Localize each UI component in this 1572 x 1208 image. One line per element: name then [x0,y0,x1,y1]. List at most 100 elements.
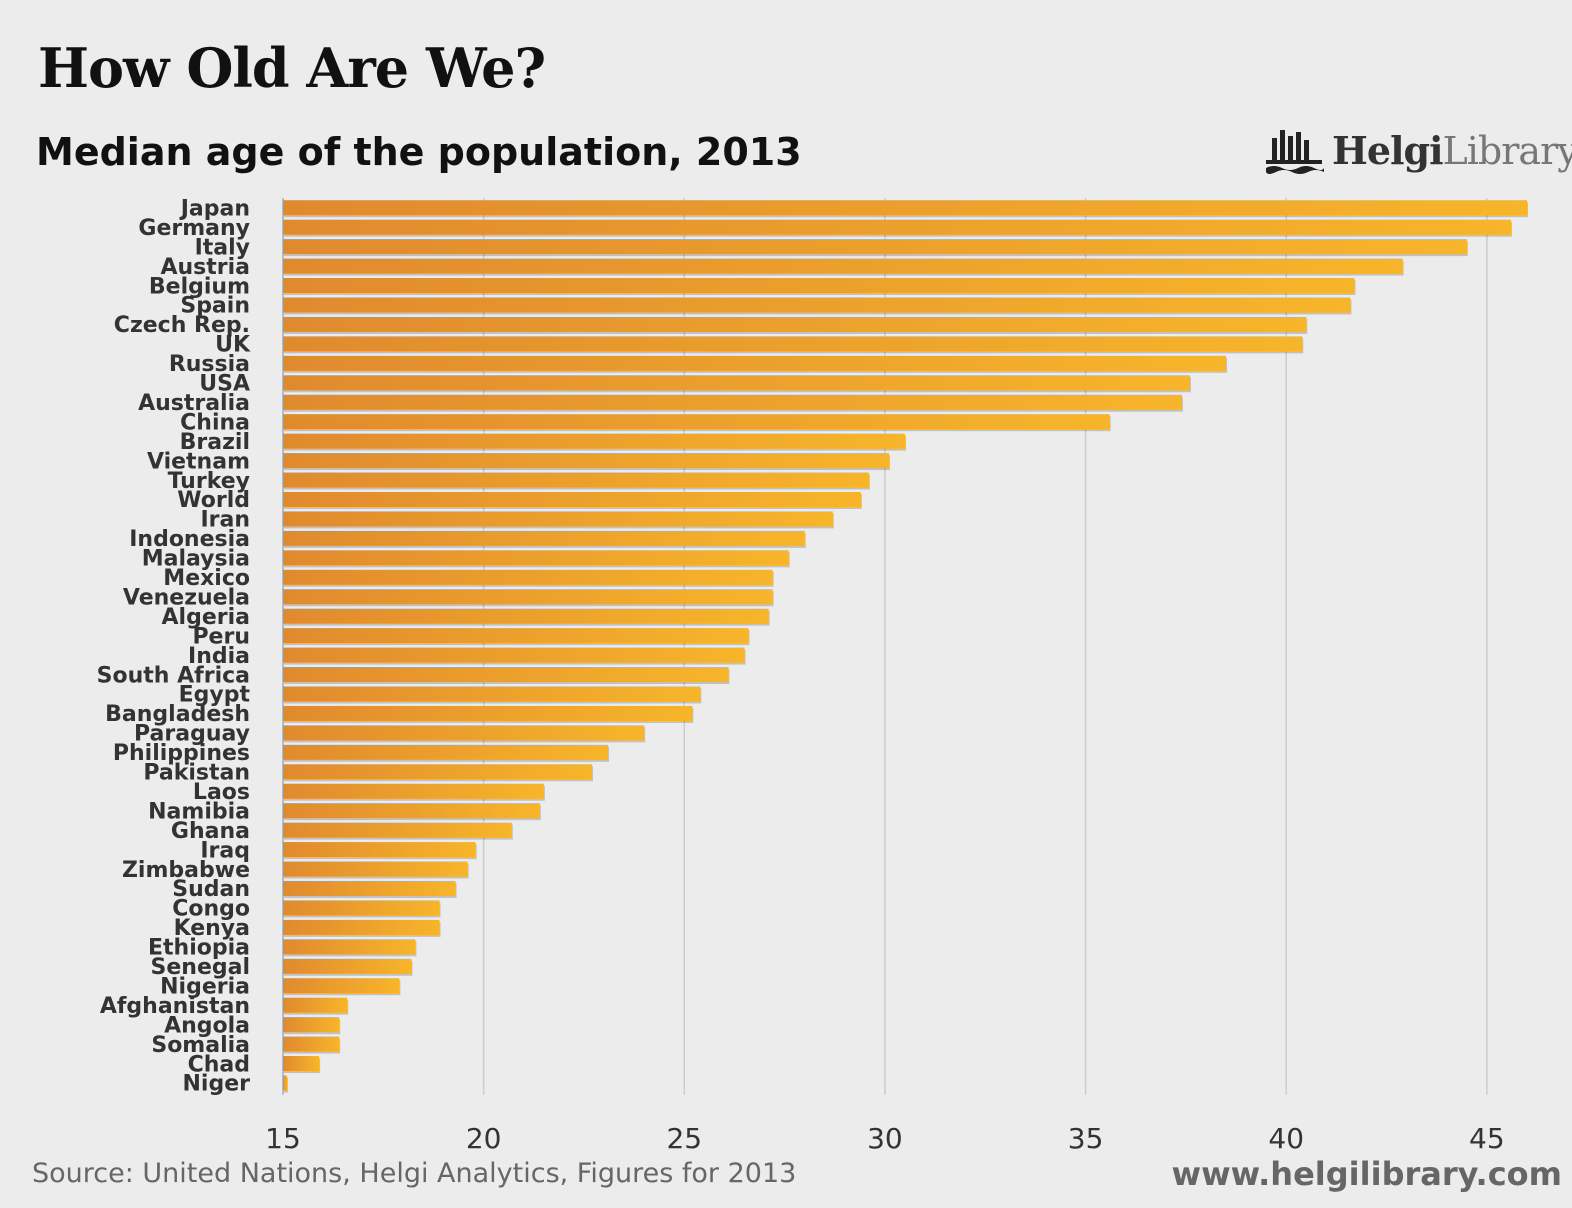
bar-czech-rep- [283,316,1307,332]
bars [283,200,1528,1093]
x-tick-label: 45 [1469,1122,1505,1155]
bar-angola [283,1017,340,1033]
bar-congo [283,900,440,916]
bar-usa [283,375,1190,391]
category-label: Kenya [174,916,250,941]
category-label: Vietnam [147,449,250,474]
category-label: Ethiopia [148,936,250,961]
bar-niger [283,1075,288,1091]
category-label: Australia [138,391,250,416]
category-label: Nigeria [160,974,250,999]
bar-japan [283,200,1527,216]
category-label: Bangladesh [105,702,250,727]
category-label: Italy [195,235,250,260]
bar-austria [283,258,1403,274]
bar-ethiopia [283,939,416,955]
bar-algeria [283,608,769,624]
category-label: Malaysia [142,547,250,572]
category-label: Austria [160,255,250,280]
bar-afghanistan [283,997,348,1013]
bar-germany [283,219,1511,235]
helgi-library-logo[interactable]: HelgiLibrary. [1264,124,1572,182]
bar-italy [283,239,1467,255]
bar-world [283,491,861,507]
category-label: Ghana [171,819,250,844]
category-label: South Africa [97,663,250,688]
bar-ghana [283,822,512,838]
bar-australia [283,394,1182,410]
x-tick-label: 20 [466,1122,502,1155]
category-label: Indonesia [129,527,250,552]
bar-namibia [283,803,540,819]
source-note: Source: United Nations, Helgi Analytics,… [32,1158,797,1189]
bar-senegal [283,958,412,974]
x-tick-label: 30 [867,1122,903,1155]
category-label: Paraguay [134,722,250,747]
category-label: Belgium [149,274,250,299]
category-label: Russia [169,352,250,377]
bar-indonesia [283,530,805,546]
category-label: Niger [183,1072,251,1097]
page-title: How Old Are We? [38,36,546,100]
bar-laos [283,783,544,799]
category-label: Sudan [172,877,250,902]
x-tick-label: 40 [1268,1122,1304,1155]
bar-paraguay [283,725,645,741]
category-label: Congo [172,897,250,922]
category-label: Algeria [162,605,250,630]
bar-turkey [283,472,869,488]
logo-text-light: Library. [1442,129,1572,173]
category-label: UK [215,333,251,358]
category-label: Germany [138,216,250,241]
bar-brazil [283,433,905,449]
x-tick-label: 15 [265,1122,301,1155]
bar-iraq [283,842,476,858]
bar-iran [283,511,833,527]
category-label: Pakistan [143,761,250,786]
category-label: Angola [164,1013,250,1038]
bar-china [283,414,1110,430]
logo-text: HelgiLibrary. [1332,128,1572,173]
category-label: Somalia [151,1033,250,1058]
category-label: Namibia [148,799,250,824]
category-label: Zimbabwe [122,858,250,883]
chart-subtitle: Median age of the population, 2013 [36,130,802,174]
bar-chad [283,1056,320,1072]
bar-belgium [283,278,1355,294]
category-label: Laos [193,780,250,805]
category-label: Czech Rep. [114,313,250,338]
website-link[interactable]: www.helgilibrary.com [1171,1155,1563,1193]
bar-peru [283,628,749,644]
category-label: Peru [192,624,250,649]
bar-sudan [283,880,456,896]
bar-somalia [283,1036,340,1052]
category-label: Japan [179,196,250,221]
category-label: Venezuela [123,585,250,610]
x-tick-label: 35 [1068,1122,1104,1155]
category-label: Iran [200,508,250,533]
category-label: Turkey [168,469,250,494]
bar-kenya [283,919,440,935]
helgi-library-logo-icon [1266,130,1324,174]
bar-russia [283,355,1227,371]
bar-venezuela [283,589,773,605]
category-label: Egypt [179,683,251,708]
x-axis-ticks: 15 20 25 30 35 40 45 [265,1122,1505,1155]
category-label: Iraq [200,838,250,863]
bar-vietnam [283,453,889,469]
category-label: Spain [180,294,250,319]
category-label: World [177,488,250,513]
category-label: Brazil [180,430,250,455]
bar-zimbabwe [283,861,468,877]
bar-uk [283,336,1303,352]
bar-spain [283,297,1351,313]
bar-bangladesh [283,705,693,721]
category-label: Chad [188,1052,250,1077]
bar-egypt [283,686,701,702]
category-label: Philippines [113,741,250,766]
category-label: Senegal [151,955,250,980]
bar-nigeria [283,978,400,994]
x-tick-label: 25 [666,1122,702,1155]
category-label: Afghanistan [100,994,250,1019]
